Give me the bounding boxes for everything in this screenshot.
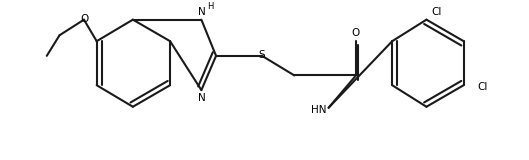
Text: O: O [81, 14, 89, 24]
Text: O: O [352, 28, 360, 38]
Text: H: H [207, 2, 213, 11]
Text: HN: HN [311, 105, 326, 115]
Text: N: N [198, 93, 206, 103]
Text: Cl: Cl [431, 7, 442, 17]
Text: S: S [259, 50, 266, 60]
Text: Cl: Cl [477, 82, 488, 92]
Text: N: N [198, 7, 206, 17]
